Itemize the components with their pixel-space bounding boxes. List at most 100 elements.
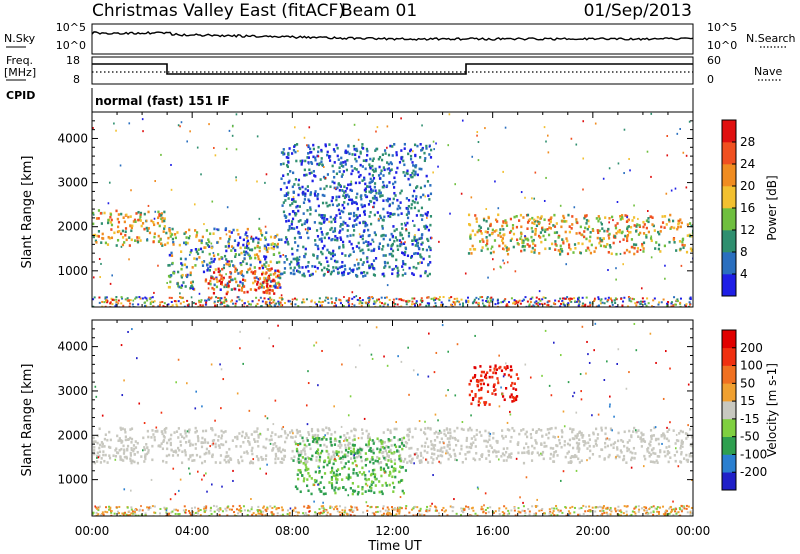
power-echo-cell [533,218,536,222]
power-echo-cell [229,270,232,274]
power-clutter-cell [672,304,675,307]
velocity-clutter-cell [408,511,411,514]
velocity-echo-cell [387,459,390,462]
power-echo-cell [408,183,412,187]
power-echo-cell [346,234,349,238]
power-echo-cell [508,231,512,234]
power-clutter-cell [223,305,226,307]
velocity-echo-cell [558,441,562,445]
power-echo-cell [217,270,220,274]
velocity-echo-cell [552,453,555,457]
power-echo-cell [288,179,291,183]
power-echo-cell [301,159,304,163]
power-echo-cell [134,220,137,223]
velocity-echo-cell [362,471,366,474]
power-echo-cell [555,231,559,234]
velocity-echo-cell [189,442,192,446]
velocity-echo-cell [381,492,384,496]
power-echo-cell [227,284,230,288]
velocity-echo-cell [628,439,631,442]
velocity-echo-cell [349,486,352,490]
power-echo-cell [542,234,545,238]
velocity-clutter-cell [664,510,667,513]
velocity-echo-cell [385,484,388,487]
power-echo-cell [238,253,241,257]
velocity-echo-cell [425,437,429,441]
power-noise-cell [235,148,238,151]
power-clutter-cell [400,297,403,300]
velocity-clutter-cell [250,506,253,509]
power-echo-cell [657,247,660,251]
power-clutter-cell [220,302,223,305]
power-echo-cell [206,268,209,272]
power-clutter-cell [601,301,604,304]
power-clutter-cell [641,300,644,303]
velocity-echo-cell [373,475,376,479]
power-echo-cell [626,239,629,243]
power-clutter-cell [158,305,161,307]
power-echo-cell [368,172,371,176]
power-noise-cell [170,188,173,191]
power-echo-cell [597,231,600,235]
power-noise-cell [142,130,144,133]
power-echo-cell [302,272,305,276]
velocity-echo-cell [332,462,335,466]
velocity-clutter-cell [435,506,438,509]
velocity-clutter-cell [523,509,526,512]
power-clutter-cell [327,301,330,304]
power-echo-cell [367,185,370,189]
velocity-echo-cell [257,457,260,461]
power-echo-cell [212,260,215,263]
velocity-clutter-cell [517,507,520,510]
velocity-echo-cell [142,436,145,440]
power-echo-cell [380,234,383,238]
power-echo-cell [297,193,300,197]
power-echo-cell [218,269,222,273]
power-clutter-cell [361,299,364,302]
power-echo-cell [152,220,155,224]
power-echo-cell [359,249,362,253]
power-echo-cell [239,280,242,284]
power-echo-cell [429,248,432,252]
power-echo-cell [210,246,213,250]
velocity-echo-cell [296,487,299,491]
power-echo-cell [234,255,237,259]
power-echo-cell [263,279,266,282]
power-echo-cell [540,227,544,230]
power-echo-cell [382,207,385,211]
power-clutter-cell [214,304,217,307]
power-echo-cell [392,186,396,189]
velocity-clutter-cell [685,507,688,510]
power-echo-cell [427,228,431,232]
power-echo-cell [404,247,408,251]
power-clutter-cell [546,304,549,307]
velocity-clutter-cell [314,511,317,514]
power-echo-cell [413,236,416,240]
power-noise-cell [424,195,427,198]
velocity-echo-cell [334,474,337,478]
velocity-echo-cell [147,451,150,454]
velocity-echo-cell [114,448,117,452]
power-echo-cell [655,241,658,244]
power-echo-cell [469,235,472,238]
velocity-clutter-cell [538,509,541,512]
power-noise-cell [426,216,428,219]
velocity-echo-cell [329,437,332,441]
velocity-echo-cell [387,445,390,449]
power-echo-cell [528,218,532,221]
power-echo-cell [401,227,404,230]
power-echo-cell [417,209,420,213]
power-noise-cell [115,129,117,132]
velocity-echo-cell [472,396,475,400]
power-echo-cell [256,244,259,248]
power-noise-cell [226,283,228,286]
power-clutter-cell [330,297,333,300]
velocity-echo-cell [334,437,337,441]
power-echo-cell [414,252,417,255]
velocity-echo-cell [616,454,619,457]
velocity-echo-cell [516,443,520,447]
velocity-clutter-cell [449,505,452,508]
power-feature-morning-arc [92,209,169,247]
velocity-clutter-cell [552,510,555,513]
velocity-echo-cell [458,452,462,455]
